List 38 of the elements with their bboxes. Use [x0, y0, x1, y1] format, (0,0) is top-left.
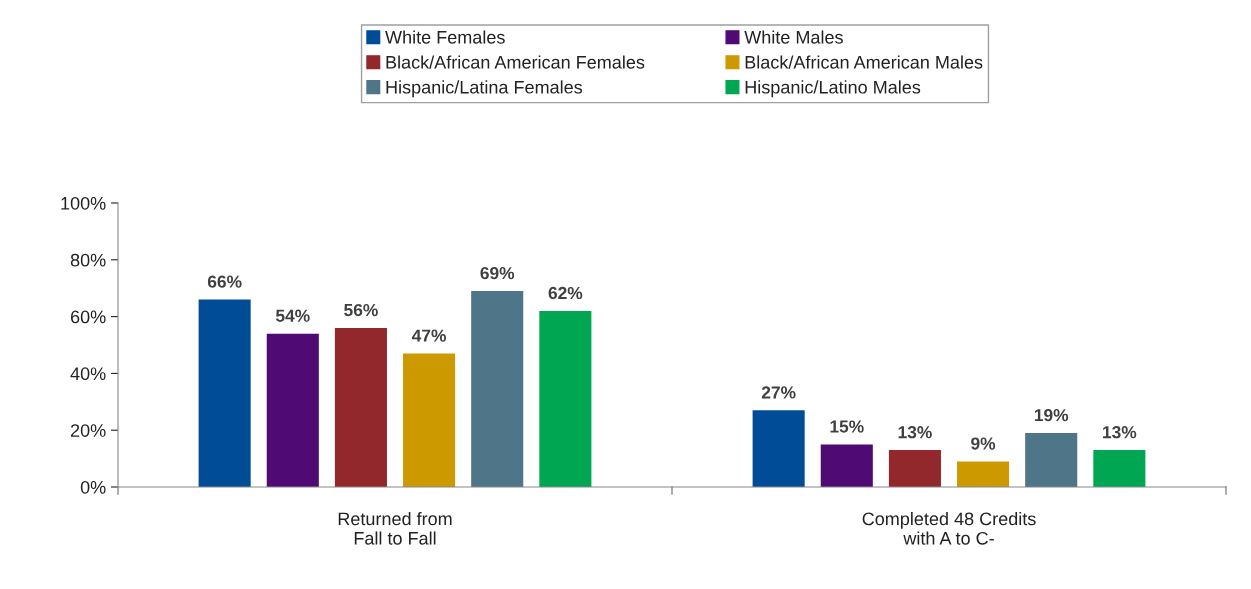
data-label: 66% [207, 275, 242, 288]
data-label: 56% [344, 303, 378, 317]
bar [334, 327, 387, 487]
data-label: 15% [830, 420, 864, 433]
data-label: 62% [548, 286, 583, 300]
data-label: 13% [898, 426, 932, 439]
bar [1025, 433, 1078, 487]
bar [752, 410, 805, 487]
y-tick-label: 80% [70, 253, 106, 267]
data-label: 27% [761, 386, 796, 399]
legend-label: White Males [744, 30, 843, 44]
data-label: 9% [971, 437, 996, 450]
bar [539, 310, 592, 487]
legend-label: White Females [385, 30, 505, 44]
x-tick-label: Returned from Fall to Fall [338, 512, 452, 545]
legend-label: Black/African American Females [386, 55, 645, 69]
legend-label: Hispanic/Latina Females [386, 80, 583, 98]
bar [888, 450, 941, 487]
y-tick-label: 20% [70, 424, 106, 437]
data-label: 19% [1034, 408, 1069, 422]
data-label: 13% [1103, 426, 1137, 439]
bar [266, 333, 319, 487]
bar [957, 461, 1010, 487]
y-tick-label: 60% [70, 310, 106, 324]
y-tick-label: 100% [61, 196, 106, 210]
data-label: 54% [275, 309, 310, 322]
y-tick-label: 40% [70, 367, 106, 381]
bar [820, 444, 873, 487]
data-label: 47% [411, 329, 446, 342]
legend-label: Black/African American Males [745, 55, 983, 69]
data-label: 69% [480, 266, 515, 280]
bar [403, 353, 456, 487]
bar [198, 299, 251, 487]
bar [471, 291, 524, 487]
legend-label: Hispanic/Latino Males [745, 80, 921, 98]
y-tick-label: 0% [80, 480, 106, 494]
bar [1093, 450, 1146, 487]
x-tick-label: Completed 48 Credits with A to C- [862, 512, 1036, 545]
